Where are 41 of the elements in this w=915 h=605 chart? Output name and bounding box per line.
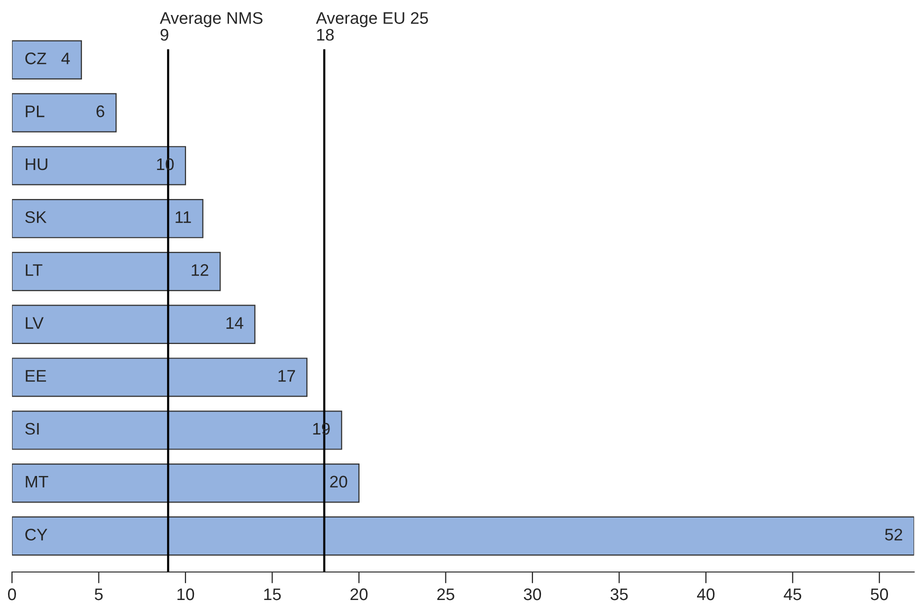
- data-label: 14: [226, 317, 244, 329]
- ref-line-label: Average NMS 9: [160, 12, 262, 41]
- data-label: 6: [96, 105, 104, 118]
- y-tick-label: PL: [26, 106, 44, 118]
- data-label: 20: [330, 476, 348, 488]
- data-label: 12: [192, 264, 208, 276]
- bar: [12, 464, 360, 503]
- data-label: 11: [176, 211, 191, 223]
- y-tick-label: CZ: [25, 52, 46, 64]
- bar: [12, 146, 186, 186]
- y-tick-label: LV: [26, 317, 44, 329]
- x-tick-label: 25: [437, 588, 454, 600]
- bar: [12, 93, 117, 132]
- bar: [12, 358, 308, 397]
- bar: [12, 410, 342, 450]
- data-label: 17: [278, 370, 295, 382]
- y-tick-label: SI: [25, 422, 39, 435]
- x-tick-label: 5: [94, 588, 103, 600]
- x-tick-label: 15: [264, 588, 281, 600]
- bar: [12, 40, 82, 80]
- x-tick-label: 30: [524, 588, 542, 600]
- y-tick-label: CY: [25, 528, 48, 540]
- bar: [12, 198, 204, 238]
- x-tick-label: 40: [697, 588, 715, 600]
- x-tick-label: 20: [350, 588, 368, 600]
- y-tick-label: EE: [26, 370, 46, 382]
- x-tick-label: 10: [177, 588, 194, 600]
- data-label: 4: [61, 52, 70, 64]
- x-tick-label: 45: [784, 588, 802, 600]
- x-tick-label: 35: [610, 588, 628, 600]
- bar: [12, 304, 256, 344]
- bar: [12, 516, 914, 556]
- bar: [12, 252, 221, 292]
- y-tick-label: LT: [26, 264, 42, 276]
- y-tick-label: SK: [25, 211, 47, 224]
- y-tick-label: MT: [26, 476, 48, 488]
- data-label: 52: [885, 528, 902, 540]
- y-tick-label: HU: [26, 158, 48, 170]
- x-tick-label: 50: [870, 588, 888, 600]
- ref-line-label: Average EU 25 18: [316, 12, 428, 41]
- x-tick-label: 0: [8, 588, 16, 600]
